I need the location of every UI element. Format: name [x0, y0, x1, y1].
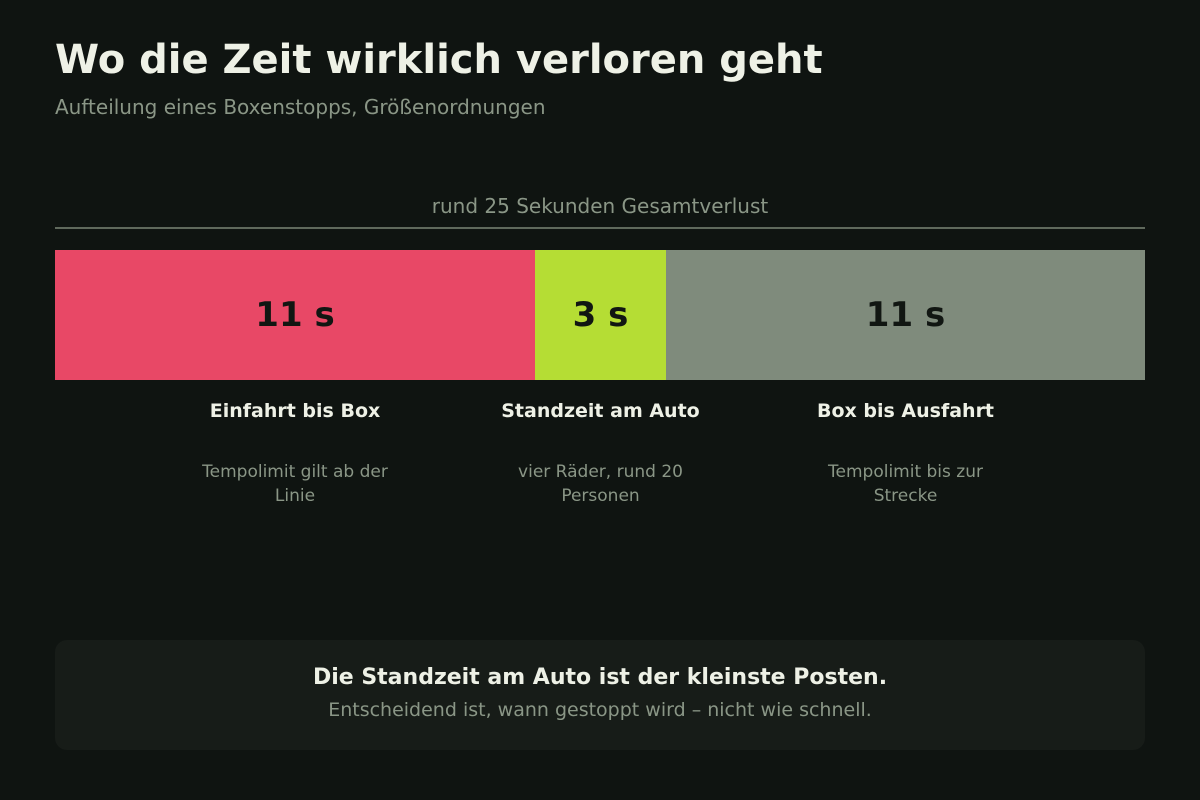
chart-title: Wo die Zeit wirklich verloren geht: [55, 37, 823, 83]
category-name: Einfahrt bis Box: [209, 400, 381, 422]
category-label-block: Standzeit am Auto vier Räder, rund 20 Per…: [481, 396, 721, 508]
category-name: Box bis Ausfahrt: [816, 400, 995, 422]
callout-headline: Die Standzeit am Auto ist der kleinste P…: [312, 665, 888, 690]
category-note: vier Räder, rund 20 Personen: [518, 462, 683, 506]
category-note: Tempolimit gilt ab der Linie: [202, 462, 388, 506]
total-bracket-line: [55, 227, 1145, 229]
total-label: rund 25 Sekunden Gesamtverlust: [431, 194, 769, 218]
chart-subtitle: Aufteilung eines Boxenstopps, Größenordn…: [55, 95, 546, 119]
category-name: Standzeit am Auto: [501, 400, 700, 422]
bar-segment-3: 11 s: [666, 250, 1145, 380]
segment-value-label: 11 s: [865, 295, 946, 335]
callout-text: Entscheidend ist, wann gestoppt wird – n…: [328, 699, 872, 721]
stacked-bar: 11 s 3 s 11 s: [55, 250, 1145, 380]
callout-box: Die Standzeit am Auto ist der kleinste P…: [55, 640, 1145, 750]
segment-value-label: 3 s: [572, 295, 629, 335]
category-label-block: Einfahrt bis Box Tempolimit gilt ab der L…: [175, 396, 415, 508]
bar-segment-1: 11 s: [55, 250, 535, 380]
category-label-block: Box bis Ausfahrt Tempolimit bis zur Strec…: [786, 396, 1026, 508]
category-note: Tempolimit bis zur Strecke: [828, 462, 983, 506]
bar-segment-2: 3 s: [535, 250, 666, 380]
segment-value-label: 11 s: [255, 295, 335, 335]
